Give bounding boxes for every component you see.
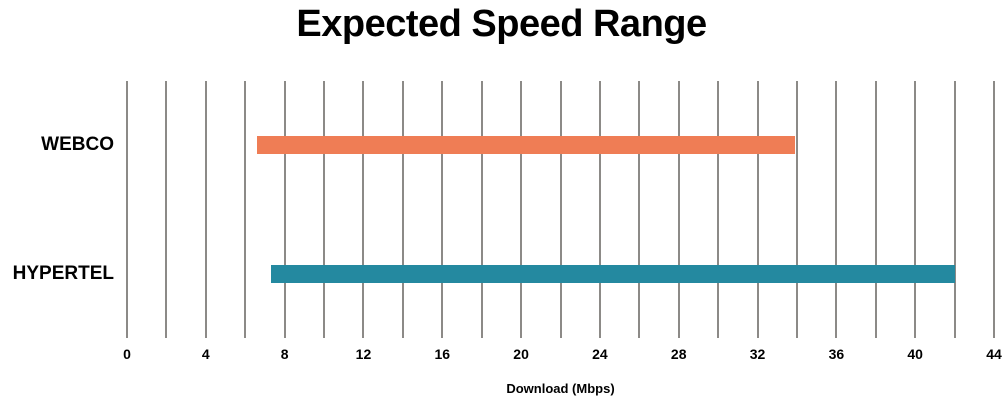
x-tick-label: 8 xyxy=(280,346,289,362)
x-tick-label: 20 xyxy=(513,346,529,362)
x-axis-tick-labels: 0 4 8 12 16 20 24 28 32 36 40 44 xyxy=(123,346,1002,366)
gridline xyxy=(480,81,483,338)
x-tick-label: 16 xyxy=(434,346,451,362)
gridline xyxy=(835,81,838,338)
gridline xyxy=(441,81,444,338)
gridline xyxy=(401,81,404,338)
gridline xyxy=(204,81,207,338)
x-tick-label: 0 xyxy=(123,346,131,362)
plot-area xyxy=(126,81,995,338)
category-axis-labels: WEBCO HYPERTEL xyxy=(0,81,114,338)
gridline xyxy=(559,81,562,338)
range-bar xyxy=(257,136,795,155)
gridline xyxy=(165,81,168,338)
gridline xyxy=(126,81,128,338)
gridline xyxy=(993,81,995,338)
x-tick-label: 40 xyxy=(907,346,923,362)
gridline xyxy=(677,81,680,338)
x-tick-label: 36 xyxy=(828,346,845,362)
gridline xyxy=(520,81,523,338)
gridline xyxy=(795,81,798,338)
gridline xyxy=(717,81,720,338)
gridline xyxy=(756,81,759,338)
gridline xyxy=(638,81,641,338)
x-tick-label: 4 xyxy=(201,346,210,362)
x-tick-label: 24 xyxy=(592,346,608,362)
range-bar xyxy=(270,264,955,283)
gridline xyxy=(914,81,917,338)
category-label: WEBCO xyxy=(41,134,114,156)
gridline xyxy=(598,81,601,338)
gridline xyxy=(953,81,956,338)
gridline xyxy=(362,81,365,338)
x-tick-label: 28 xyxy=(670,346,687,362)
x-axis-title: Download (Mbps) xyxy=(506,381,615,396)
gridline xyxy=(283,81,286,338)
chart-title: Expected Speed Range xyxy=(296,3,707,45)
x-tick-label: 44 xyxy=(986,346,1002,362)
x-tick-label: 12 xyxy=(355,346,372,362)
gridline xyxy=(244,81,247,338)
x-tick-label: 32 xyxy=(749,346,766,362)
category-label: HYPERTEL xyxy=(12,262,114,284)
gridline xyxy=(874,81,877,338)
gridline xyxy=(323,81,326,338)
